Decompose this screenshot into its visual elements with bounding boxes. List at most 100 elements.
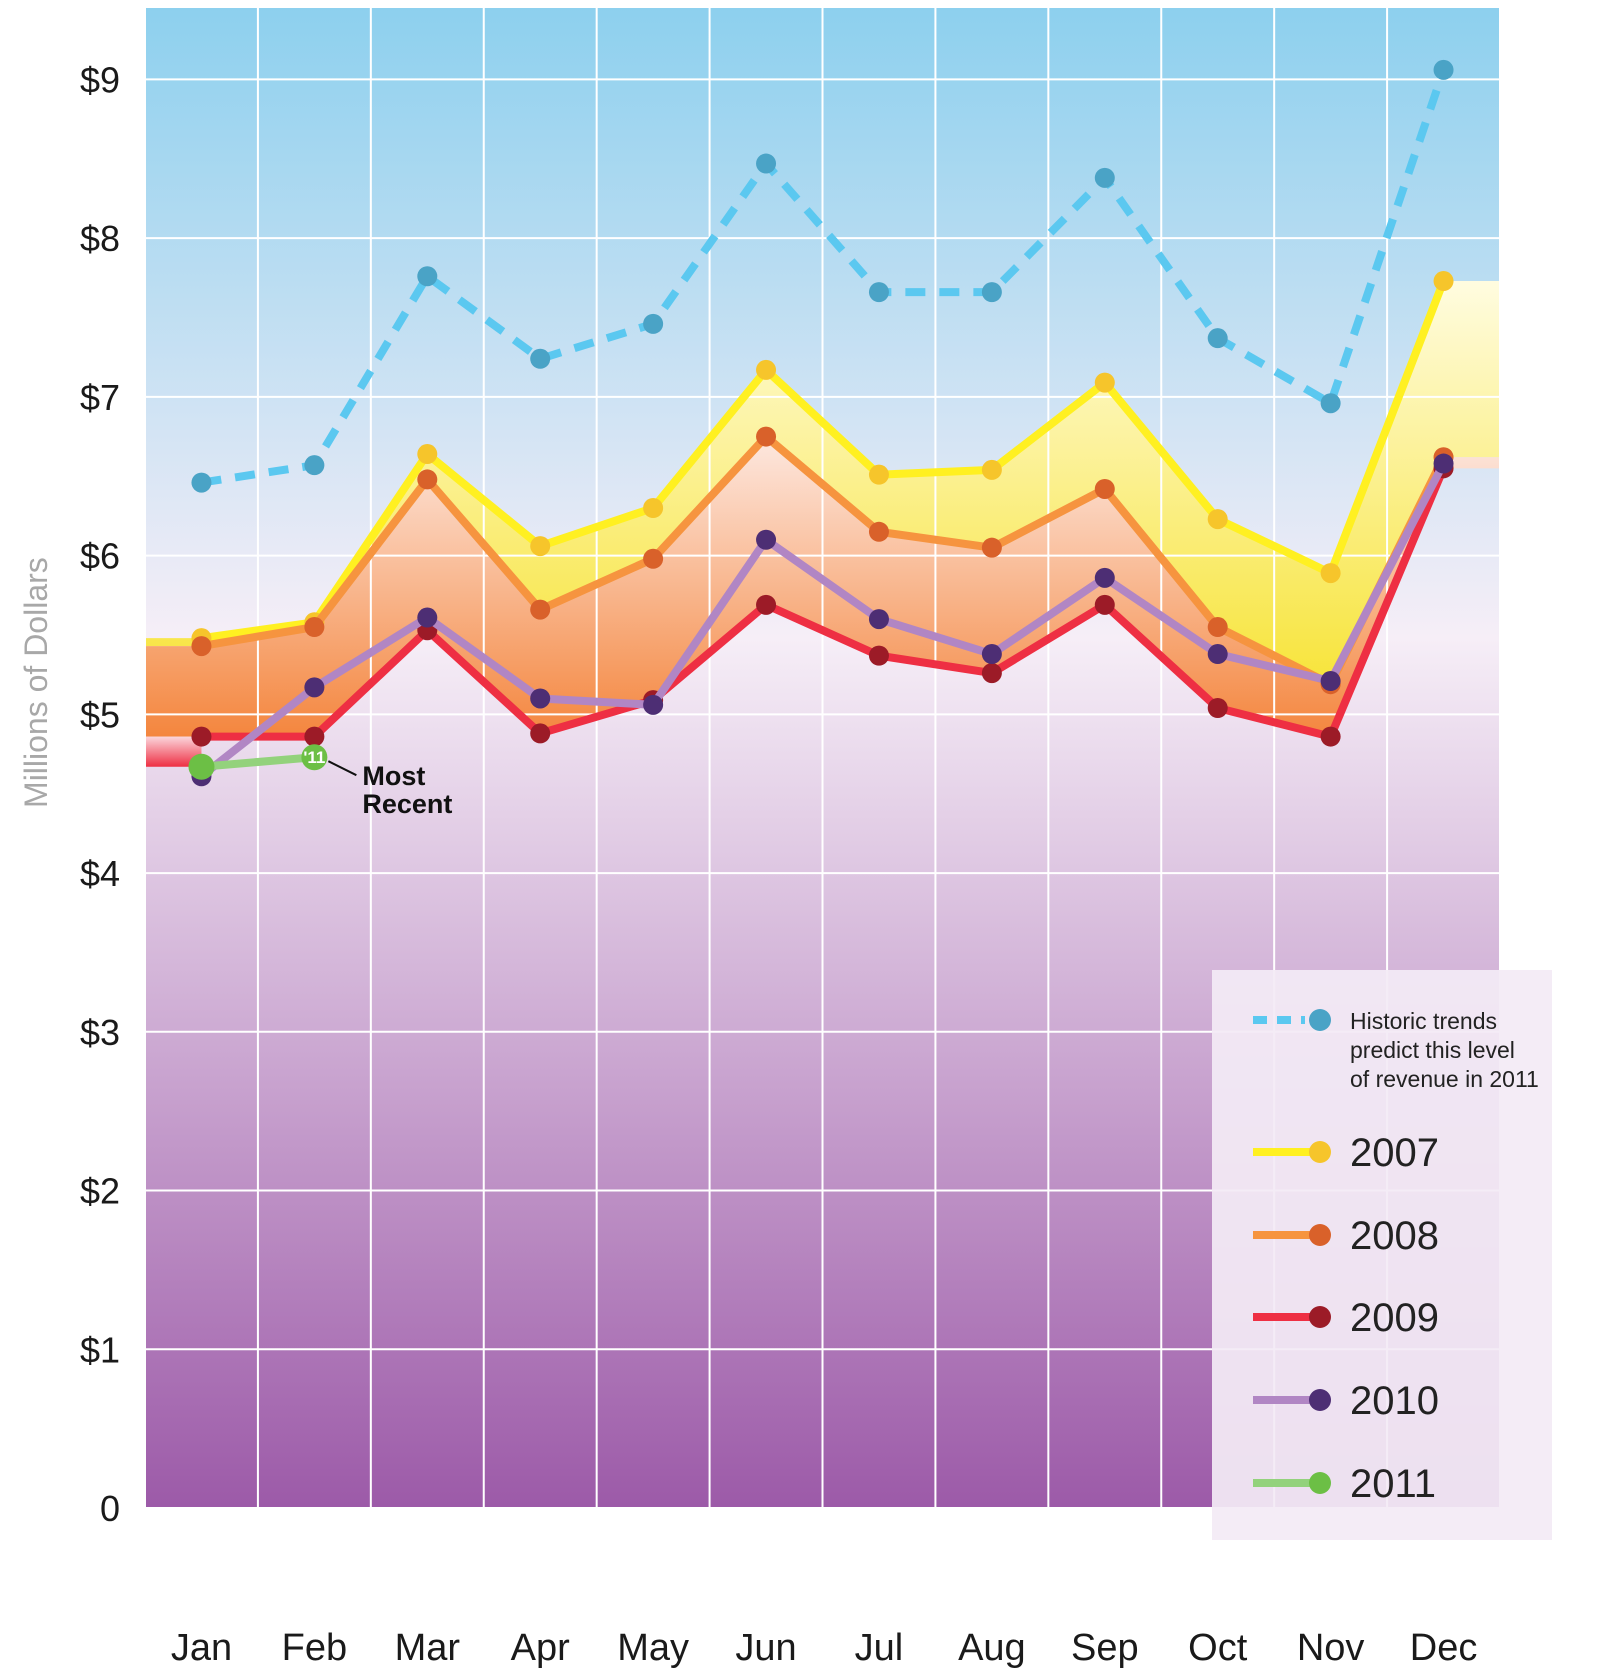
annotation-text: Recent bbox=[362, 789, 452, 819]
legend-label-historic: Historic trends bbox=[1350, 1008, 1497, 1034]
data-point-feb bbox=[304, 677, 325, 698]
legend: Historic trends predict this level of reve… bbox=[1212, 970, 1552, 1540]
data-point-mar bbox=[417, 607, 438, 628]
y-tick-label: $4 bbox=[80, 853, 120, 894]
data-point-sep bbox=[1094, 167, 1115, 188]
data-point-dec bbox=[1433, 453, 1454, 474]
legend-label-2010: 2010 bbox=[1350, 1379, 1439, 1423]
data-point-jun bbox=[756, 153, 777, 174]
data-point-nov bbox=[1320, 726, 1341, 747]
legend-label-2009: 2009 bbox=[1350, 1296, 1439, 1340]
x-tick-label: Oct bbox=[1188, 1627, 1248, 1669]
x-tick-label: Apr bbox=[511, 1627, 570, 1669]
legend-label-historic: of revenue in 2011 bbox=[1350, 1066, 1539, 1092]
x-tick-label: Nov bbox=[1297, 1627, 1365, 1669]
data-point-jan bbox=[188, 753, 215, 780]
data-point-aug bbox=[981, 663, 1002, 684]
x-tick-label: Sep bbox=[1071, 1627, 1139, 1669]
y-tick-label: $8 bbox=[80, 218, 120, 259]
data-point-may bbox=[643, 498, 664, 518]
legend-marker-historic bbox=[1309, 1009, 1331, 1031]
data-point-jan bbox=[191, 636, 212, 657]
data-point-jul bbox=[868, 645, 889, 666]
series-line bbox=[200, 279, 1448, 643]
series-historic bbox=[191, 59, 1454, 493]
y-tick-label: $5 bbox=[80, 694, 120, 735]
legend-label-2007: 2007 bbox=[1350, 1131, 1439, 1175]
y-tick-label: $3 bbox=[80, 1012, 120, 1053]
data-point-mar bbox=[417, 444, 438, 465]
data-point-dec bbox=[1433, 271, 1454, 292]
data-point-apr bbox=[530, 348, 551, 369]
legend-marker-2011 bbox=[1309, 1472, 1331, 1494]
y-tick-label: $6 bbox=[80, 536, 120, 577]
series-line bbox=[201, 753, 315, 771]
data-point-mar bbox=[417, 469, 438, 490]
y-tick-label: $2 bbox=[80, 1171, 120, 1212]
y-axis-label: Millions of Dollars bbox=[18, 557, 54, 808]
axis-layer: 0 $1 $2 $3 $4 $5 $6 $7 $8 $9 Jan Feb Mar Apr May Jun Jul… bbox=[18, 59, 1477, 1669]
annotation-text: Most bbox=[362, 761, 425, 791]
data-point-feb bbox=[304, 455, 325, 476]
legend-box bbox=[1212, 970, 1552, 1540]
data-point-jul bbox=[868, 521, 889, 542]
data-point-oct bbox=[1207, 644, 1228, 665]
legend-marker-2009 bbox=[1309, 1306, 1331, 1328]
data-point-aug bbox=[981, 459, 1002, 480]
data-point-sep bbox=[1094, 478, 1115, 499]
x-tick-label: Dec bbox=[1410, 1627, 1478, 1669]
legend-label-historic: predict this level bbox=[1350, 1037, 1515, 1063]
data-point-jun bbox=[756, 426, 777, 447]
x-tick-label: Jul bbox=[855, 1627, 904, 1669]
x-tick-label: May bbox=[617, 1627, 689, 1669]
data-point-dec bbox=[1433, 59, 1454, 80]
data-point-jun bbox=[756, 359, 777, 380]
y-tick-label: 0 bbox=[100, 1488, 120, 1529]
data-point-aug bbox=[981, 537, 1002, 558]
x-tick-label: Aug bbox=[958, 1627, 1026, 1669]
most-recent-badge bbox=[301, 744, 328, 771]
data-point-may bbox=[643, 313, 664, 334]
series-2009 bbox=[191, 458, 1454, 747]
x-tick-label: Feb bbox=[282, 1627, 347, 1669]
grid-layer bbox=[144, 8, 1501, 1509]
data-point-jun bbox=[756, 594, 777, 615]
data-point-nov bbox=[1320, 563, 1341, 584]
data-point-may bbox=[643, 548, 664, 569]
legend-label-2008: 2008 bbox=[1350, 1214, 1439, 1258]
data-point-jul bbox=[868, 282, 889, 303]
data-point-nov bbox=[1320, 671, 1341, 692]
annotation-leader bbox=[327, 760, 357, 777]
data-point-apr bbox=[530, 536, 551, 557]
data-point-sep bbox=[1094, 567, 1115, 588]
data-point-jul bbox=[868, 464, 889, 485]
x-tick-label: Mar bbox=[395, 1627, 461, 1669]
data-point-jul bbox=[868, 609, 889, 630]
data-point-apr bbox=[530, 723, 551, 744]
y-tick-label: $7 bbox=[80, 377, 120, 418]
data-point-oct bbox=[1207, 509, 1228, 530]
series-line bbox=[198, 461, 1448, 780]
data-point-feb bbox=[304, 726, 325, 747]
data-point-apr bbox=[530, 599, 551, 620]
data-point-mar bbox=[417, 266, 438, 287]
series-layer bbox=[188, 59, 1454, 787]
data-point-aug bbox=[981, 644, 1002, 665]
data-point-feb bbox=[304, 617, 325, 638]
data-point-sep bbox=[1094, 372, 1115, 393]
data-point-oct bbox=[1207, 698, 1228, 718]
y-tick-label: $9 bbox=[80, 59, 120, 100]
series-2007 bbox=[191, 271, 1454, 649]
data-point-apr bbox=[530, 688, 551, 709]
data-point-nov bbox=[1320, 393, 1341, 414]
series-2010 bbox=[191, 453, 1454, 787]
data-point-oct bbox=[1207, 617, 1228, 638]
y-tick-label: $1 bbox=[80, 1329, 120, 1370]
band-2009-2011 bbox=[145, 736, 202, 767]
series-line bbox=[201, 466, 1448, 741]
legend-marker-2007 bbox=[1309, 1141, 1331, 1163]
data-point-aug bbox=[981, 282, 1002, 303]
data-point-jan bbox=[191, 726, 212, 747]
